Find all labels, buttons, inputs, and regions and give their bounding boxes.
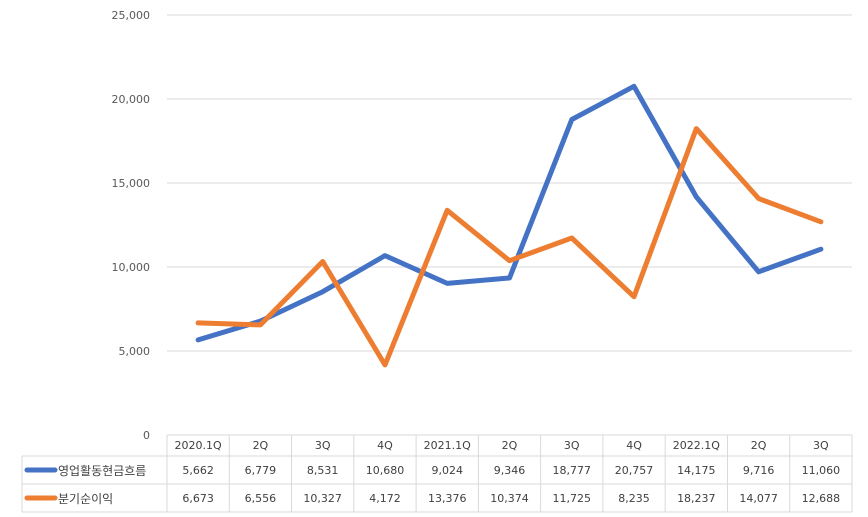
x-tick-label: 2Q <box>502 439 518 452</box>
y-tick-label: 10,000 <box>112 261 151 274</box>
data-label: 20,757 <box>615 464 654 477</box>
data-label: 9,024 <box>431 464 463 477</box>
x-tick-label: 3Q <box>813 439 829 452</box>
data-label: 14,077 <box>739 492 778 505</box>
gridlines <box>167 14 852 352</box>
data-label: 6,673 <box>182 492 214 505</box>
x-tick-label: 2Q <box>751 439 767 452</box>
data-label: 13,376 <box>428 492 467 505</box>
y-tick-label: 20,000 <box>112 93 151 106</box>
data-label: 9,716 <box>743 464 775 477</box>
data-label: 8,531 <box>307 464 339 477</box>
y-axis-ticks: 0 5,000 10,000 15,000 20,000 25,000 <box>112 9 151 442</box>
data-label: 11,725 <box>553 492 592 505</box>
x-tick-label: 2Q <box>253 439 269 452</box>
legend-label: 분기순이익 <box>58 492 113 506</box>
y-tick-label: 15,000 <box>112 177 151 190</box>
x-tick-label: 4Q <box>626 439 642 452</box>
series-line <box>195 83 824 343</box>
data-table: 2020.1Q 2Q 3Q 4Q 2021.1Q 2Q 3Q 4Q 2022.1Q 2Q 3Q 영업활… <box>21 434 853 513</box>
data-label: 6,779 <box>245 464 277 477</box>
data-label: 14,175 <box>677 464 716 477</box>
data-label: 18,777 <box>553 464 592 477</box>
data-label: 4,172 <box>369 492 401 505</box>
data-label: 18,237 <box>677 492 716 505</box>
x-tick-label: 2020.1Q <box>175 439 222 452</box>
data-label: 10,680 <box>366 464 405 477</box>
data-label: 10,327 <box>303 492 342 505</box>
data-label: 11,060 <box>802 464 841 477</box>
data-label: 9,346 <box>494 464 526 477</box>
series-line <box>195 126 824 368</box>
x-tick-label: 2021.1Q <box>424 439 471 452</box>
x-tick-label: 3Q <box>564 439 580 452</box>
data-label: 12,688 <box>802 492 841 505</box>
legend-label: 영업활동현금흐름 <box>58 464 146 478</box>
x-tick-label: 4Q <box>377 439 393 452</box>
y-tick-label: 5,000 <box>119 345 151 358</box>
data-label: 8,235 <box>618 492 650 505</box>
series-lines <box>195 83 824 368</box>
x-tick-label: 3Q <box>315 439 331 452</box>
data-label: 5,662 <box>182 464 214 477</box>
data-label: 6,556 <box>245 492 277 505</box>
y-tick-label: 25,000 <box>112 9 151 22</box>
y-tick-label: 0 <box>143 429 150 442</box>
x-tick-label: 2022.1Q <box>673 439 720 452</box>
data-label: 10,374 <box>490 492 529 505</box>
